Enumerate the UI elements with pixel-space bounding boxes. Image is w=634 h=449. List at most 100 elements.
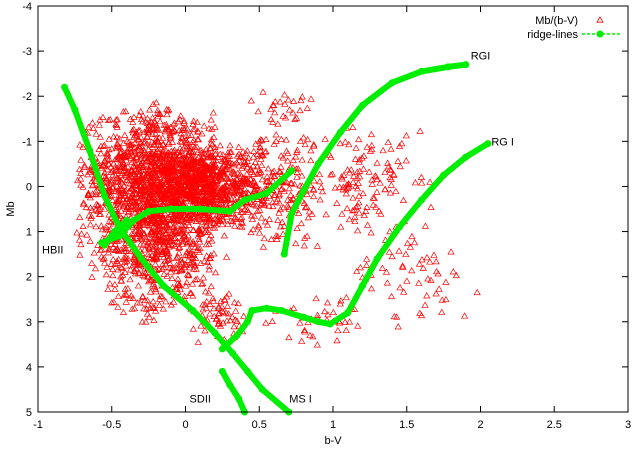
scatter-point — [329, 308, 337, 316]
scatter-point — [257, 168, 265, 175]
scatter-point — [132, 201, 140, 208]
scatter-point — [227, 195, 236, 203]
scatter-point — [351, 155, 360, 162]
scatter-point — [184, 238, 192, 246]
scatter-point — [180, 119, 188, 126]
scatter-point — [353, 267, 361, 275]
scatter-point — [399, 263, 407, 270]
scatter-point — [236, 222, 244, 230]
scatter-point — [101, 156, 109, 163]
scatter-point — [230, 322, 238, 330]
scatter-point — [211, 150, 220, 157]
ridge-point — [167, 205, 175, 213]
scatter-point — [274, 120, 282, 127]
scatter-point — [386, 189, 395, 196]
scatter-point — [260, 197, 268, 205]
scatter-point — [122, 107, 130, 115]
scatter-point — [192, 165, 200, 172]
scatter-point — [280, 91, 289, 98]
scatter-point — [273, 232, 282, 239]
scatter-point — [176, 152, 184, 159]
scatter-point — [173, 222, 181, 230]
scatter-point — [154, 145, 163, 153]
scatter-point — [189, 156, 197, 164]
scatter-point — [207, 282, 215, 290]
scatter-point — [129, 129, 137, 136]
scatter-point — [207, 152, 215, 159]
y-tick-label: 5 — [26, 407, 32, 419]
scatter-point — [280, 203, 288, 211]
scatter-point — [115, 196, 123, 203]
scatter-point — [116, 163, 124, 171]
scatter-point — [234, 299, 242, 307]
scatter-point — [135, 144, 143, 151]
scatter-point — [226, 141, 234, 149]
scatter-point — [360, 152, 368, 159]
scatter-point — [182, 215, 191, 222]
scatter-point — [107, 218, 115, 226]
scatter-point — [96, 246, 105, 253]
scatter-point — [303, 203, 311, 210]
scatter-point — [195, 194, 203, 201]
x-tick-label: 1.5 — [399, 419, 414, 431]
scatter-point — [293, 146, 301, 153]
scatter-point — [169, 152, 177, 159]
scatter-point — [195, 248, 204, 256]
scatter-point — [105, 245, 114, 253]
scatter-point — [111, 246, 120, 253]
scatter-point — [99, 255, 107, 262]
scatter-point — [257, 199, 266, 206]
scatter-point — [342, 326, 350, 334]
scatter-point — [200, 257, 208, 264]
scatter-point — [131, 139, 139, 146]
scatter-point — [296, 182, 304, 189]
scatter-point — [415, 260, 424, 267]
scatter-point — [394, 323, 402, 330]
scatter-point — [104, 226, 112, 233]
scatter-point — [243, 180, 251, 187]
scatter-point — [132, 172, 140, 179]
scatter-point — [277, 135, 285, 142]
scatter-point — [193, 171, 202, 178]
scatter-point — [242, 175, 250, 183]
scatter-point — [242, 160, 250, 167]
scatter-point — [175, 194, 183, 202]
scatter-point — [88, 190, 97, 197]
scatter-point — [306, 331, 314, 339]
scatter-point — [140, 272, 148, 280]
scatter-point — [205, 169, 213, 176]
scatter-point — [113, 182, 121, 190]
x-tick-label: -0.5 — [102, 419, 121, 431]
scatter-point — [173, 229, 182, 236]
scatter-point — [88, 119, 97, 126]
scatter-point — [219, 308, 227, 316]
ridge-line — [219, 368, 248, 415]
ridge-point — [100, 191, 108, 199]
scatter-point — [152, 125, 160, 132]
scatter-point — [169, 264, 178, 272]
scatter-point — [187, 191, 195, 198]
scatter-point — [349, 194, 357, 201]
scatter-point — [261, 218, 270, 225]
scatter-point — [370, 194, 378, 201]
scatter-point — [117, 207, 125, 214]
scatter-point — [147, 276, 155, 283]
scatter-point — [160, 121, 168, 128]
scatter-point — [426, 178, 434, 185]
scatter-point — [355, 135, 363, 143]
scatter-point — [145, 121, 154, 128]
scatter-point — [153, 164, 161, 171]
scatter-point — [249, 162, 257, 169]
scatter-point — [421, 222, 430, 229]
scatter-point — [137, 181, 145, 188]
scatter-point — [248, 215, 257, 223]
scatter-point — [169, 148, 178, 155]
scatter-point — [262, 319, 270, 326]
scatter-point — [119, 308, 128, 315]
scatter-point — [151, 153, 159, 161]
scatter-point — [122, 290, 130, 297]
scatter-point — [336, 183, 344, 190]
scatter-point — [157, 180, 166, 187]
scatter-point — [131, 181, 140, 189]
scatter-point — [247, 175, 255, 182]
